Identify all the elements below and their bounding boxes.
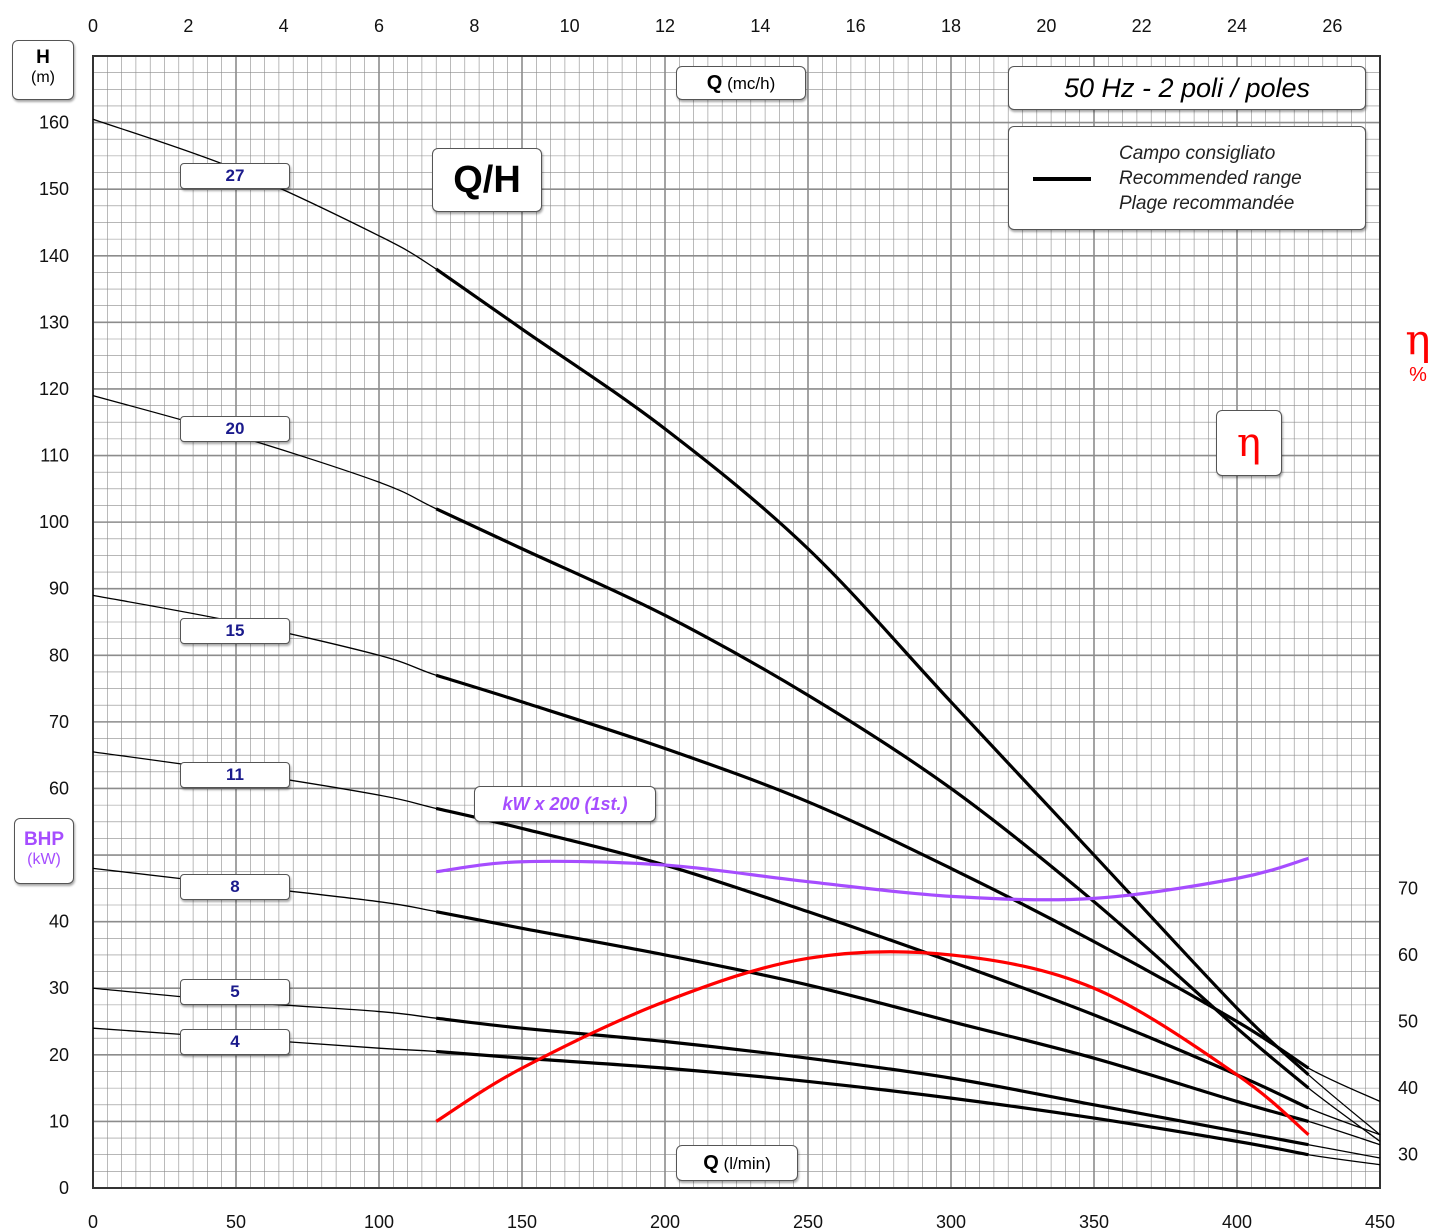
q-bottom-axis-label: Q (l/min): [676, 1145, 798, 1181]
stage-label-5: 5: [180, 979, 290, 1005]
stage-label-8: 8: [180, 874, 290, 900]
qh-curve-recommended-4: [436, 1049, 1309, 1157]
bhp-axis-label: BHP: [23, 829, 65, 850]
qh-curve-recommended-15: [435, 673, 1310, 1070]
y-left-tick-label: 30: [49, 978, 69, 998]
efficiency-axis-label: η %: [1396, 316, 1435, 387]
q-bottom-symbol: Q: [703, 1152, 719, 1174]
chart-title: Q/H: [432, 148, 542, 212]
h-axis-unit: (m): [31, 69, 55, 86]
x-bottom-tick-label: 400: [1222, 1212, 1252, 1231]
y-left-tick-label: 120: [39, 379, 69, 399]
frequency-label: 50 Hz - 2 poli / poles: [1008, 66, 1366, 110]
x-top-tick-label: 16: [846, 16, 866, 36]
y-left-tick-label: 140: [39, 246, 69, 266]
bhp-axis-label-box: BHP (kW): [14, 818, 74, 884]
y-right-tick-label: 30: [1398, 1145, 1418, 1165]
legend-line-1: Campo consigliato: [1119, 143, 1276, 164]
bhp-curve: [436, 856, 1309, 902]
qh-curve-recommended-5: [436, 1016, 1309, 1147]
x-bottom-tick-label: 50: [226, 1212, 246, 1231]
qh-curve-recommended-20: [435, 507, 1310, 1090]
x-bottom-tick-label: 150: [507, 1212, 537, 1231]
legend-line-2: Recommended range: [1119, 168, 1302, 189]
x-top-tick-label: 6: [374, 16, 384, 36]
y-left-tick-label: 130: [39, 312, 69, 332]
q-bottom-unit: (l/min): [723, 1154, 771, 1173]
q-top-axis-label: Q (mc/h): [676, 66, 806, 100]
bhp-axis-unit: (kW): [27, 851, 61, 868]
qh-curve-recommended-27: [435, 267, 1310, 1076]
y-left-tick-label: 100: [39, 512, 69, 532]
stage-label-4: 4: [180, 1029, 290, 1055]
stage-label-20: 20: [180, 416, 290, 442]
y-right-tick-label: 40: [1398, 1078, 1418, 1098]
efficiency-curve: [435, 950, 1310, 1136]
q-top-unit: (mc/h): [727, 74, 776, 93]
efficiency-curve-label: η: [1216, 410, 1282, 476]
y-left-tick-label: 10: [49, 1111, 69, 1131]
x-top-tick-label: 12: [655, 16, 675, 36]
stage-label-27: 27: [180, 163, 290, 189]
bhp-curve-label: kW x 200 (1st.): [474, 786, 656, 822]
x-top-tick-label: 0: [88, 16, 98, 36]
y-left-tick-label: 40: [49, 912, 69, 932]
x-top-tick-label: 18: [941, 16, 961, 36]
y-right-tick-label: 50: [1398, 1012, 1418, 1032]
legend-line-swatch: [1033, 177, 1091, 181]
y-left-tick-label: 70: [49, 712, 69, 732]
y-left-tick-label: 150: [39, 179, 69, 199]
efficiency-axis-symbol: η: [1405, 315, 1431, 364]
h-axis-label-box: H (m): [12, 40, 74, 100]
x-bottom-tick-label: 250: [793, 1212, 823, 1231]
efficiency-axis-unit: %: [1409, 364, 1427, 386]
y-left-tick-label: 80: [49, 645, 69, 665]
qh-curve-recommended-8: [435, 910, 1309, 1123]
x-top-tick-label: 22: [1132, 16, 1152, 36]
x-top-tick-label: 26: [1322, 16, 1342, 36]
x-top-tick-label: 2: [183, 16, 193, 36]
stage-label-15: 15: [180, 618, 290, 644]
y-right-tick-label: 60: [1398, 945, 1418, 965]
x-bottom-tick-label: 200: [650, 1212, 680, 1231]
x-top-tick-label: 20: [1036, 16, 1056, 36]
x-top-tick-label: 10: [560, 16, 580, 36]
x-bottom-tick-label: 350: [1079, 1212, 1109, 1231]
x-bottom-tick-label: 450: [1365, 1212, 1395, 1231]
x-top-tick-label: 4: [279, 16, 289, 36]
x-bottom-tick-label: 0: [88, 1212, 98, 1231]
q-top-symbol: Q: [706, 72, 723, 94]
legend-box: Campo consigliato Recommended range Plag…: [1008, 126, 1366, 230]
y-left-tick-label: 0: [59, 1178, 69, 1198]
y-left-tick-label: 160: [39, 113, 69, 133]
x-top-tick-label: 8: [469, 16, 479, 36]
plot-frame: [92, 55, 1381, 1189]
y-right-tick-label: 70: [1398, 878, 1418, 898]
x-bottom-tick-label: 300: [936, 1212, 966, 1231]
x-top-tick-label: 14: [750, 16, 770, 36]
y-left-tick-label: 90: [49, 579, 69, 599]
stage-label-11: 11: [180, 762, 290, 788]
legend-text: Campo consigliato Recommended range Plag…: [1119, 141, 1302, 216]
y-left-tick-label: 60: [49, 778, 69, 798]
legend-line-3: Plage recommandée: [1119, 193, 1295, 214]
y-left-tick-label: 110: [40, 446, 69, 466]
x-top-tick-label: 24: [1227, 16, 1247, 36]
qh-curve-recommended-11: [435, 806, 1310, 1110]
x-bottom-tick-label: 100: [364, 1212, 394, 1231]
h-axis-label: H: [36, 47, 50, 68]
y-left-tick-label: 20: [49, 1045, 69, 1065]
